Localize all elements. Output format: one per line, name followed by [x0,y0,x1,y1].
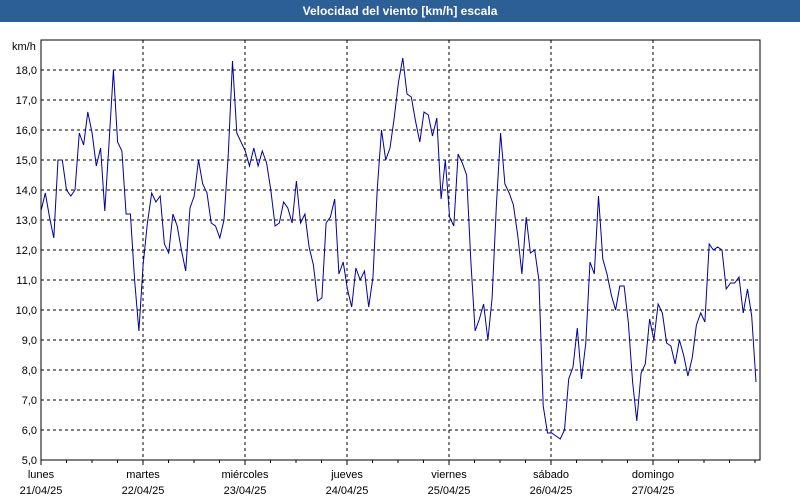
y-tick-label: 16,0 [16,125,37,137]
y-axis-unit-label: km/h [12,41,36,53]
y-tick-label: 17,0 [16,95,37,107]
y-tick-label: 6,0 [22,425,37,437]
x-tick-date-label: 25/04/25 [428,485,471,497]
grid-lines [40,40,760,465]
x-tick-day-label: jueves [330,469,363,481]
x-tick-day-label: domingo [632,469,674,481]
y-tick-label: 11,0 [16,275,37,287]
x-tick-date-label: 24/04/25 [326,485,369,497]
y-tick-label: 14,0 [16,185,37,197]
y-axis-tick-labels: 5,0 6,0 7,0 8,0 9,0 10,0 11,0 12,0 13,0 14,0 15,0 1… [16,65,37,467]
x-tick-date-label: 23/04/25 [224,485,267,497]
y-tick-label: 18,0 [16,65,37,77]
x-tick-day-label: lunes [28,469,55,481]
y-tick-label: 9,0 [22,335,37,347]
wind-speed-series-line [40,57,757,440]
x-tick-date-label: 26/04/25 [530,485,573,497]
x-tick-day-label: sábado [533,469,569,481]
plot-area [40,39,761,461]
y-tick-label: 15,0 [16,155,37,167]
y-tick-label: 5,0 [22,455,37,467]
x-tick-date-label: 27/04/25 [632,485,675,497]
y-tick-label: 12,0 [16,245,37,257]
y-tick-label: 8,0 [22,365,37,377]
chart-title: Velocidad del viento [km/h] escala [0,0,800,22]
y-tick-label: 7,0 [22,395,37,407]
x-tick-date-label: 21/04/25 [20,485,63,497]
x-tick-day-label: miércoles [221,469,269,481]
x-tick-day-label: viernes [431,469,467,481]
wind-speed-chart: km/h 5,0 6,0 7,0 8,0 9,0 10,0 11,0 12,0 13,0 14,0… [12,39,761,497]
y-tick-label: 10,0 [16,305,37,317]
x-tick-date-label: 22/04/25 [122,485,165,497]
x-axis-tick-labels: lunes 21/04/25 martes 22/04/25 miércoles 23/0… [20,469,675,497]
x-tick-day-label: martes [126,469,160,481]
y-tick-label: 13,0 [16,215,37,227]
